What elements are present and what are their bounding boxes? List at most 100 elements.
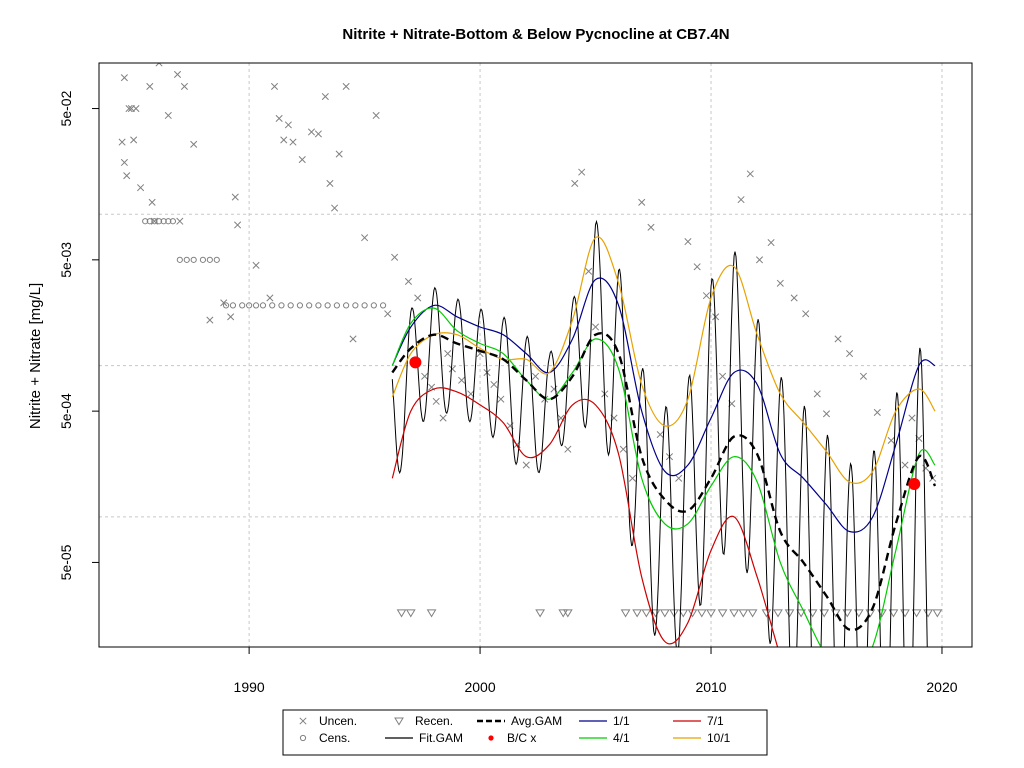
recensored-point [784,609,795,618]
uncensored-point [206,316,214,324]
uncensored-point [227,313,235,321]
uncensored-point [120,74,128,82]
uncensored-point [275,114,283,123]
uncensored-point [342,82,350,90]
legend-label: Uncen. [319,714,357,728]
uncensored-point [298,156,306,164]
legend-item-recen: Recen. [394,714,453,728]
uncensored-point [638,198,646,206]
uncensored-point [391,253,399,261]
uncensored-point [176,217,184,225]
censored-point [155,218,163,225]
uncensored-point [146,82,154,90]
legend-label: 4/1 [613,731,630,745]
uncensored-point [372,111,380,120]
legend-label: B/C x [507,731,536,745]
uncensored-point [150,217,158,225]
uncensored-point [628,474,637,482]
uncensored-point [619,445,627,453]
uncensored-point [231,193,239,201]
y-axis-label: Nitrite + Nitrate [mg/L] [27,283,44,429]
recensored-point [650,609,661,618]
censored-point [169,218,177,225]
uncensored-point [684,238,692,246]
uncensored-point [132,104,140,113]
uncensored-point [384,310,392,318]
uncensored-point [737,196,745,204]
uncensored-point [335,150,343,158]
uncensored-point [444,350,452,358]
uncensored-point [326,179,334,187]
uncensored-point [719,372,727,380]
uncensored-point [746,170,754,178]
censored-point [160,218,167,225]
bc-point [409,356,422,369]
legend-item-bc: B/C x [488,731,536,745]
legend-symbol [299,717,307,725]
uncensored-point [125,104,133,113]
legend-symbol [488,735,494,741]
censored-point [287,302,294,309]
uncensored-point [448,365,456,373]
uncensored-point [675,474,683,482]
uncensored-point [421,372,429,380]
seasonal-line-oct [391,236,936,484]
uncensored-point [252,261,260,269]
uncensored-point [432,397,440,405]
y-tick-label: 5e-05 [58,544,74,580]
recensored-point [888,609,899,618]
censored-point [343,302,350,309]
uncensored-point [173,70,182,79]
censored-point [246,302,253,309]
uncensored-point [901,461,909,469]
censored-point [165,218,172,225]
censored-point [259,302,267,309]
legend-label: Cens. [319,731,350,745]
recensored-point [659,609,670,618]
recensored-point [696,609,707,618]
censored-point [213,256,220,263]
uncensored-point [118,138,126,146]
uncensored-point [908,414,916,422]
censored-point [151,218,158,225]
uncensored-point [490,380,498,389]
legend-item-cens: Cens. [299,731,350,745]
legend-label: Recen. [415,714,453,728]
seasonal-line-apr [391,307,936,647]
censored-point [333,302,340,309]
recensored-point [535,609,546,618]
censored-point [315,302,322,309]
uncensored-point [266,294,274,302]
legend-item-oct: 10/1 [673,731,731,745]
uncensored-point [647,223,655,231]
seasonal-line-jan [391,277,936,533]
uncensored-point [497,395,505,403]
uncensored-point [123,172,131,180]
recensored-point [717,609,728,618]
censored-point [370,302,377,309]
seasonal-line-jul [391,387,779,647]
uncensored-point [234,221,242,229]
legend: Uncen. Cens. Recen. Fit.GAM Avg.GAM B/C x 1/1 4… [282,709,768,756]
recensored-point [426,609,437,618]
censored-point [222,302,230,309]
x-tick-label: 1990 [234,679,265,695]
uncensored-point [822,410,831,418]
legend-item-avg: Avg.GAM [477,714,562,728]
uncensored-point [349,335,357,343]
uncensored-point [591,323,600,331]
x-tick-label: 2000 [464,679,495,695]
legend-symbol [299,734,307,742]
uncensored-point [802,310,810,318]
censored-point [190,256,197,263]
legend-item-jul: 7/1 [673,714,724,728]
uncensored-point [155,63,163,67]
recensored-point [632,609,643,618]
recensored-point [620,609,631,618]
recensored-point [706,609,716,618]
recensored-point [773,609,783,618]
uncensored-point [458,376,466,384]
censored-point [352,302,359,309]
recensored-point [562,609,573,618]
recensored-point [558,609,569,618]
